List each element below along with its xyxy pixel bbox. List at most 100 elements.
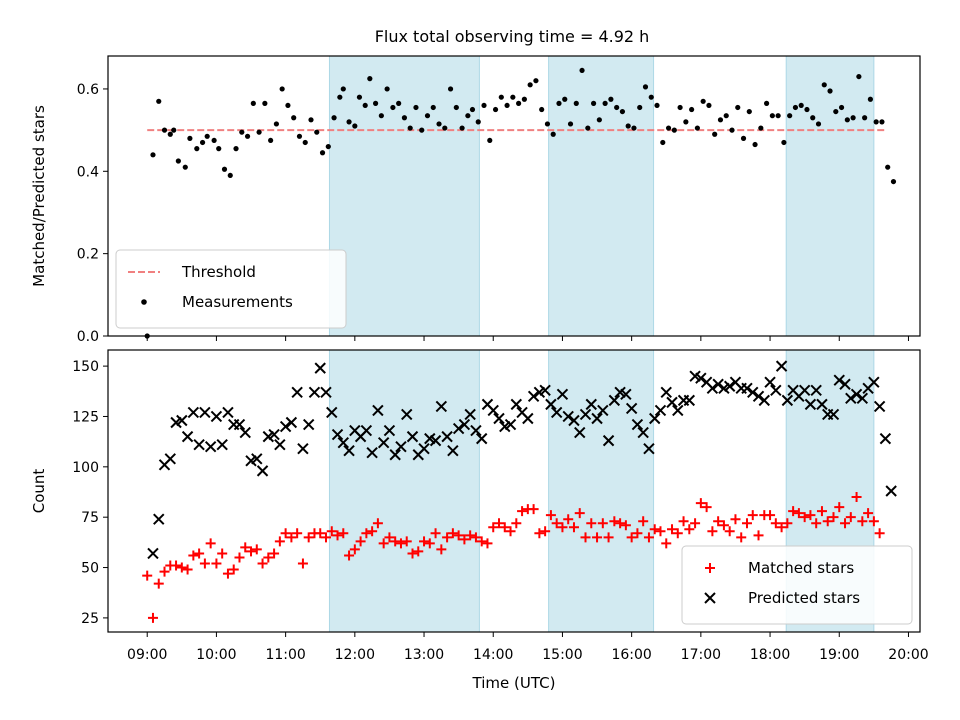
matched-point (257, 558, 268, 569)
matched-point (413, 546, 424, 557)
data-point (798, 102, 804, 109)
predicted-point (643, 442, 655, 455)
matched-point (395, 538, 406, 549)
matched-point (845, 512, 856, 523)
matched-point (805, 510, 816, 521)
data-point (436, 121, 442, 127)
matched-point (718, 520, 729, 531)
predicted-point (147, 547, 159, 560)
data-point (424, 113, 431, 119)
predicted-point (285, 416, 298, 429)
predicted-point (597, 404, 609, 417)
predicted-point (810, 384, 822, 396)
matched-point (470, 532, 481, 543)
predicted-point (654, 404, 667, 417)
data-point (838, 104, 845, 111)
predicted-point (620, 388, 632, 401)
data-point (689, 106, 695, 113)
matched-point (857, 516, 868, 527)
data-point (867, 96, 874, 102)
matched-point (724, 526, 735, 537)
matched-point (638, 516, 649, 527)
matched-point (222, 568, 233, 579)
top-ylabel: Matched/Predicted stars (30, 105, 48, 287)
predicted-point (274, 438, 286, 451)
predicted-point (510, 398, 523, 411)
data-point (487, 137, 493, 144)
matched-point (816, 506, 827, 517)
predicted-point (723, 380, 736, 392)
predicted-point (447, 445, 459, 457)
predicted-point (239, 426, 251, 439)
data-point (752, 141, 758, 148)
predicted-point (475, 432, 488, 445)
matched-point (626, 532, 637, 543)
data-point (279, 86, 285, 92)
data-point (244, 133, 251, 139)
data-point (352, 123, 358, 129)
data-point (654, 102, 660, 109)
matched-point (453, 530, 464, 541)
predicted-point (775, 360, 788, 372)
predicted-point (210, 410, 223, 423)
matched-point (488, 522, 499, 533)
predicted-point (372, 404, 384, 417)
matched-point (303, 532, 314, 543)
data-point (539, 106, 545, 113)
data-point (256, 129, 262, 135)
matched-point (713, 516, 724, 527)
data-point (331, 115, 337, 121)
predicted-point (389, 449, 401, 461)
predicted-point (527, 390, 540, 403)
predicted-point (556, 388, 569, 401)
matched-point (344, 550, 355, 561)
legend-label: Threshold (181, 263, 256, 281)
predicted-point (873, 400, 886, 413)
data-point (769, 113, 775, 119)
legend-label: Predicted stars (748, 589, 860, 607)
data-point (556, 100, 562, 106)
predicted-point (199, 406, 211, 419)
data-point (459, 125, 465, 131)
data-point (625, 123, 631, 129)
matched-point (736, 532, 747, 543)
data-point (498, 94, 504, 100)
data-point (642, 84, 649, 90)
predicted-point (441, 430, 453, 443)
matched-point (551, 518, 562, 529)
data-point (384, 86, 390, 92)
data-point (285, 102, 291, 109)
matched-point (153, 578, 164, 589)
predicted-point (401, 408, 413, 421)
matched-point (205, 538, 216, 549)
legend-marker (704, 592, 716, 604)
matched-point (690, 518, 701, 529)
matched-point (442, 532, 453, 543)
predicted-point (562, 410, 574, 423)
data-point (862, 115, 868, 121)
data-point (194, 146, 200, 152)
x-tick-label: 09:00 (127, 647, 167, 663)
data-point (396, 100, 402, 106)
predicted-point (804, 398, 817, 411)
bottom-axes-frame (107, 349, 921, 633)
predicted-point (326, 406, 338, 419)
matched-point (159, 566, 170, 577)
data-point (430, 104, 436, 111)
data-point (516, 100, 522, 106)
predicted-point (320, 386, 332, 399)
matched-point (730, 514, 741, 525)
x-tick-label: 16:00 (611, 647, 651, 663)
matched-point (147, 612, 158, 623)
matched-point (292, 528, 303, 539)
chart-title: Flux total observing time = 4.92 h (375, 27, 650, 46)
matched-point (459, 534, 470, 545)
predicted-point (695, 372, 707, 384)
matched-point (407, 548, 418, 559)
data-point (291, 115, 297, 121)
matched-point (545, 510, 556, 521)
predicted-point (337, 436, 350, 449)
data-point (362, 102, 368, 109)
predicted-point (879, 432, 892, 445)
predicted-point (452, 422, 465, 435)
